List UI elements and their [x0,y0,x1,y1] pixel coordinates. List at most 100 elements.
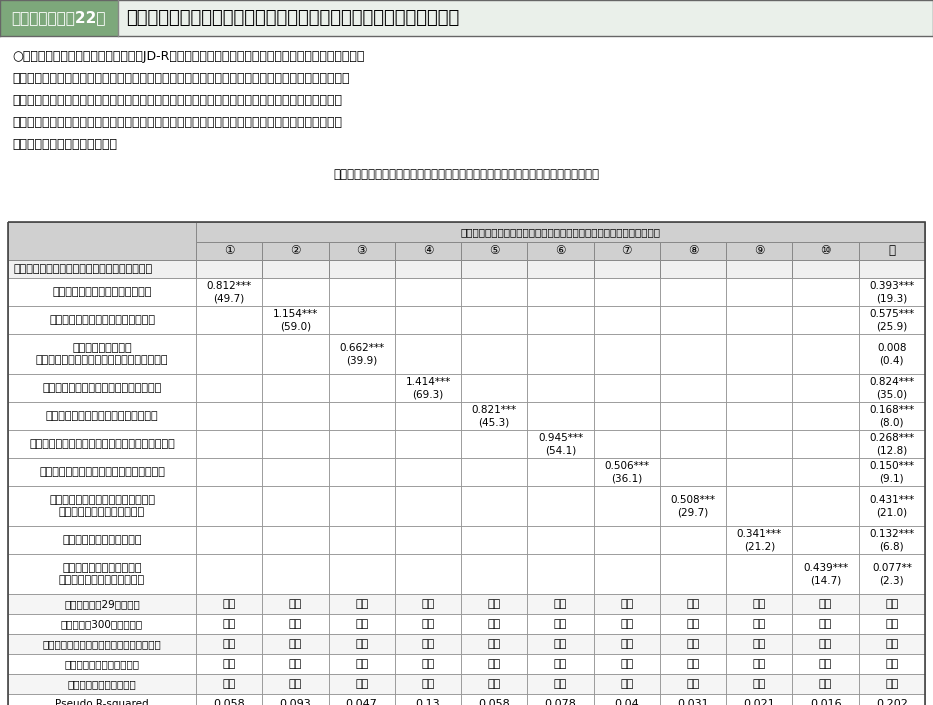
Bar [792,634,858,654]
Bar [262,674,328,694]
Text: あり: あり [753,619,766,629]
Text: ⑥: ⑥ [555,245,565,257]
Bar [726,674,792,694]
Bar [461,430,527,458]
Text: ⑦: ⑦ [621,245,632,257]
Text: 女性ダミー（基準：男性）: 女性ダミー（基準：男性） [64,659,140,669]
Bar [328,458,395,486]
Bar [196,242,262,260]
Bar [8,594,196,614]
Bar [0,0,118,36]
Bar [527,526,593,554]
Bar [726,430,792,458]
Bar [527,278,593,306]
Bar [395,614,461,634]
Bar [461,402,527,430]
Bar [726,374,792,402]
Text: 働きやすさに対して満足している: 働きやすさに対して満足している [52,287,152,297]
Text: あり: あり [885,619,898,629]
Bar [262,614,328,634]
Text: あり: あり [289,619,302,629]
Bar [8,374,196,402]
Bar [726,694,792,705]
Bar [527,306,593,334]
Bar [461,554,527,594]
Bar [858,242,925,260]
Bar [328,634,395,654]
Bar [461,634,527,654]
Bar [726,654,792,674]
Text: 第２－（３）－22図: 第２－（３）－22図 [12,11,106,25]
Text: あり: あり [289,639,302,649]
Text: あり: あり [819,619,832,629]
Text: ⑩: ⑩ [820,245,831,257]
Bar [792,554,858,594]
Text: あり: あり [753,639,766,649]
Bar [196,674,262,694]
Bar [118,0,933,36]
Bar [527,242,593,260]
Text: 能性があることが示唆された。: 能性があることが示唆された。 [12,138,117,151]
Bar [395,654,461,674]
Bar [328,374,395,402]
Bar [858,402,925,430]
Text: あり: あり [885,679,898,689]
Bar [328,402,395,430]
Bar [196,374,262,402]
Text: あり: あり [222,659,236,669]
Bar [328,614,395,634]
Bar [8,614,196,634]
Bar [262,458,328,486]
Bar [726,634,792,654]
Text: 0.058: 0.058 [479,699,510,705]
Bar [593,260,660,278]
Bar [792,374,858,402]
Text: 0.031: 0.031 [677,699,709,705]
Bar [262,242,328,260]
Bar [527,260,593,278]
Bar [461,458,527,486]
Bar [196,634,262,654]
Bar [328,694,395,705]
Bar [593,458,660,486]
Bar [593,694,660,705]
Text: あり: あり [620,639,634,649]
Bar [395,674,461,694]
Bar [8,260,196,278]
Text: れも逆方向の因果関係がある可能性に留意が必要だが、ワーク・エンゲイジメントを向上させる可: れも逆方向の因果関係がある可能性に留意が必要だが、ワーク・エンゲイジメントを向上… [12,116,342,129]
Bar [792,334,858,374]
Bar [660,694,726,705]
Bar [328,594,395,614]
Bar [196,458,262,486]
Bar [660,334,726,374]
Bar [461,374,527,402]
Bar [858,334,925,374]
Text: 0.077**
(2.3): 0.077** (2.3) [872,563,912,585]
Bar [858,260,925,278]
Text: あり: あり [289,599,302,609]
Bar [8,654,196,674]
Text: 被説明変数（ワーク・エンゲイジメント・スコア）（０～６の７段階）: 被説明変数（ワーク・エンゲイジメント・スコア）（０～６の７段階） [461,227,661,237]
Bar [395,458,461,486]
Bar [262,374,328,402]
Bar [196,430,262,458]
Text: 0.132***
(6.8): 0.132*** (6.8) [870,529,914,551]
Bar [196,486,262,526]
Bar [395,306,461,334]
Bar [8,458,196,486]
Bar [858,654,925,674]
Text: 仕事の裁量度が高い
（仕事を進める手段や方法を自分で選べる）: 仕事の裁量度が高い （仕事を進める手段や方法を自分で選べる） [35,343,168,365]
Bar [858,634,925,654]
Bar [8,674,196,694]
Text: 0.824***
(35.0): 0.824*** (35.0) [870,376,914,399]
Bar [792,278,858,306]
Bar [461,334,527,374]
Text: あり: あり [422,599,435,609]
Text: 0.821***
(45.3): 0.821*** (45.3) [472,405,517,427]
Bar [660,278,726,306]
Bar [395,634,461,654]
Bar [660,306,726,334]
Text: ①: ① [224,245,234,257]
Bar [262,306,328,334]
Bar [660,402,726,430]
